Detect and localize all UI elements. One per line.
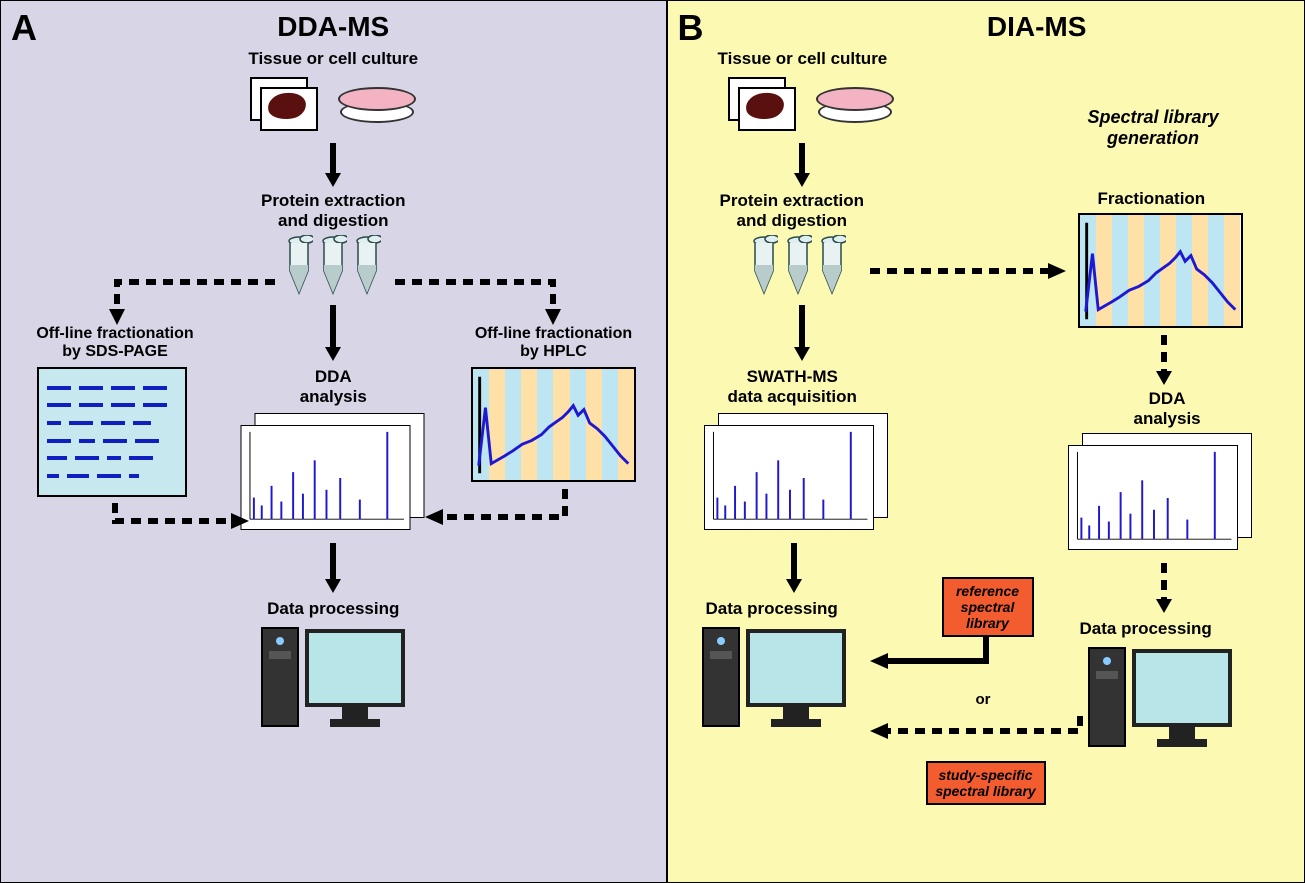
chroma-trace [479,406,629,466]
tube-icon [319,235,347,297]
label-extraction-b: Protein extraction and digestion [720,191,865,230]
arrow-reflib-to-processing [864,633,994,693]
label-sample-a: Tissue or cell culture [248,49,418,69]
petri-dish-icon [338,87,416,123]
label-swath: SWATH-MS data acquisition [728,367,857,406]
label-dda-a: DDA analysis [300,367,367,406]
panel-b: B DIA-MS Tissue or cell culture Spectral… [666,1,1304,882]
tube-icon [285,235,313,297]
label-sample-b: Tissue or cell culture [718,49,888,69]
arrow-sample-to-extraction-a [323,141,343,187]
spectrum-a [241,413,426,533]
tissue-icon [728,77,798,133]
tower-icon [261,627,299,727]
figure-root: A DDA-MS Tissue or cell culture Protein … [0,0,1305,883]
arrow-tubes-to-dda-a [323,303,343,363]
label-processing-right: Data processing [1080,619,1212,639]
arrow-tubes-to-sds [87,277,277,327]
tubes-a [285,235,381,297]
tower-icon [702,627,740,727]
monitor-icon [305,629,405,727]
label-libgen: Spectral library generation [1088,107,1219,148]
tube-icon [353,235,381,297]
tissue-icon [250,77,320,133]
sample-icons-b [728,77,894,133]
arrow-tubes-to-fractionation [868,261,1068,281]
label-dda-b: DDA analysis [1134,389,1201,428]
arrow-dda-to-processing-a [323,541,343,595]
panel-a-title: DDA-MS [277,11,389,43]
arrow-sds-to-dda [111,501,251,541]
spectrum-dda-b [1068,433,1253,553]
label-processing-left: Data processing [706,599,838,619]
label-or: or [976,691,991,708]
arrow-dda-to-processing-b [1154,561,1174,615]
panel-b-title: DIA-MS [987,11,1087,43]
monitor-icon [746,629,846,727]
chromatogram-hplc [471,367,636,482]
chromatogram-fractionation [1078,213,1243,328]
arrow-swath-to-processing [784,541,804,595]
arrow-tubes-to-swath [792,303,812,363]
arrow-hplc-to-dda [419,487,569,537]
label-sds: Off-line fractionation by SDS-PAGE [25,325,205,362]
arrow-tubes-to-hplc [393,277,583,327]
label-extraction-a: Protein extraction and digestion [261,191,406,230]
tubes-b [750,235,846,297]
petri-dish-icon [816,87,894,123]
computer-left [702,627,846,727]
callout-study-lib: study-specific spectral library [926,761,1046,805]
sample-icons-a [250,77,416,133]
computer-right [1088,647,1232,747]
tube-icon [750,235,778,297]
tube-icon [784,235,812,297]
label-processing-a: Data processing [267,599,399,619]
arrow-sample-to-extraction-b [792,141,812,187]
label-fractionation: Fractionation [1098,189,1206,209]
tube-icon [818,235,846,297]
computer-a [261,627,405,727]
spectrum-swath [704,413,889,533]
monitor-icon [1132,649,1232,747]
label-hplc: Off-line fractionation by HPLC [461,325,646,362]
arrow-frac-to-dda [1154,333,1174,387]
panel-a-letter: A [11,7,37,49]
callout-ref-lib: reference spectral library [942,577,1034,637]
panel-b-letter: B [678,7,704,49]
panel-a: A DDA-MS Tissue or cell culture Protein … [1,1,666,882]
arrow-studylib-to-processing [864,711,1084,761]
gel-icon [37,367,187,497]
tower-icon [1088,647,1126,747]
